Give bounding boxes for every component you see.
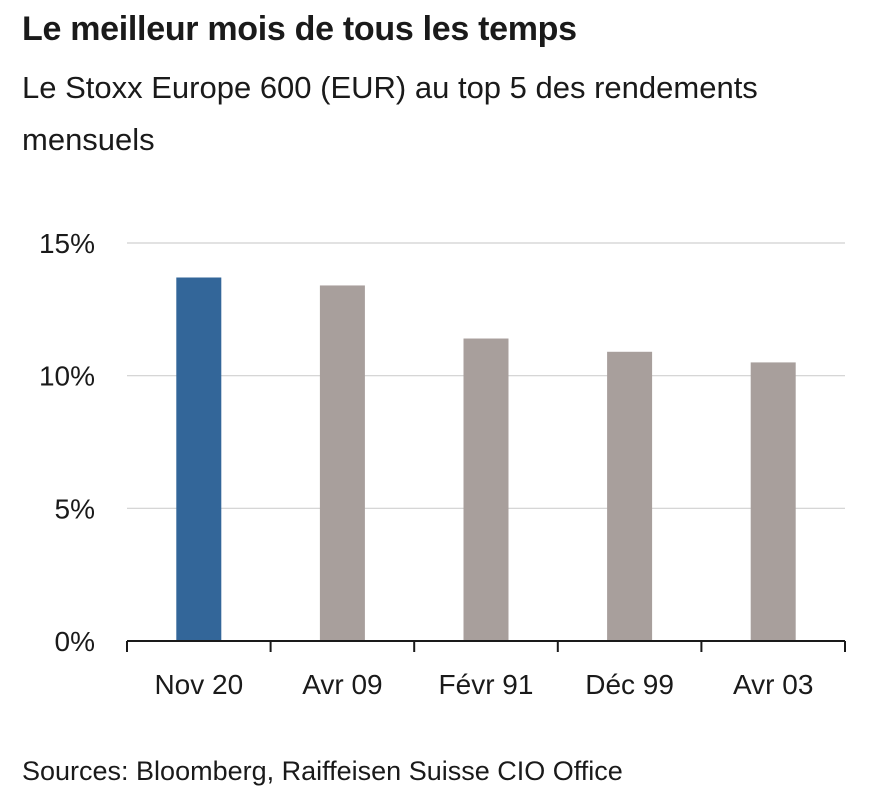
x-axis <box>126 640 846 652</box>
x-tick-label: Nov 20 <box>154 669 243 700</box>
x-tick-label: Déc 99 <box>585 669 674 700</box>
source-note: Sources: Bloomberg, Raiffeisen Suisse CI… <box>22 756 623 786</box>
y-axis-tick-labels: 0% 5% 10% 15% <box>39 228 95 657</box>
x-axis-tick-labels: Nov 20 Avr 09 Févr 91 Déc 99 Avr 03 <box>154 669 813 700</box>
bar-nov-20 <box>176 277 222 641</box>
x-tick-label: Avr 09 <box>302 669 382 700</box>
bar-f-vr-91 <box>463 338 509 641</box>
bar-d-c-99 <box>607 351 653 641</box>
bar-avr-09 <box>319 285 365 641</box>
chart-subtitle: Le Stoxx Europe 600 (EUR) au top 5 des r… <box>22 70 758 157</box>
bar-avr-03 <box>750 362 796 641</box>
y-tick-label: 0% <box>55 626 95 657</box>
bars <box>176 277 796 641</box>
y-tick-label: 5% <box>55 493 95 524</box>
bar-chart: 0% 5% 10% 15% Nov 20 Avr 09 Févr 91 Déc 99 Avr … <box>39 228 846 700</box>
x-tick-label: Avr 03 <box>733 669 813 700</box>
x-tick-label: Févr 91 <box>439 669 534 700</box>
chart-title: Le meilleur mois de tous les temps <box>22 10 577 48</box>
y-tick-label: 10% <box>39 361 95 392</box>
y-tick-label: 15% <box>39 228 95 259</box>
